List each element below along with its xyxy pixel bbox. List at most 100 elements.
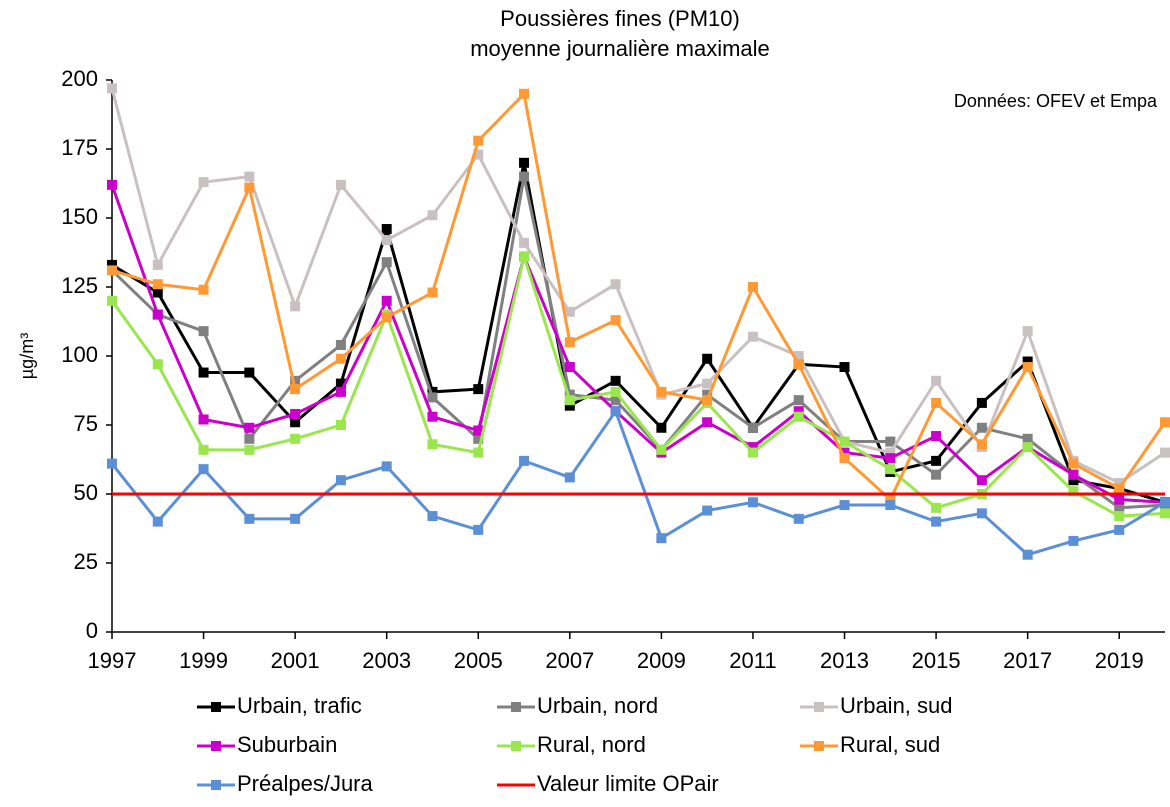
legend-label: Préalpes/Jura [237, 771, 374, 796]
legend-marker [511, 741, 521, 751]
data-point [335, 339, 346, 350]
y-tick-label: 150 [61, 204, 98, 229]
data-point [976, 475, 987, 486]
data-point [702, 395, 713, 406]
data-point [473, 384, 484, 395]
y-tick-label: 175 [61, 135, 98, 160]
legend-marker [814, 741, 824, 751]
data-point [564, 389, 575, 400]
data-point [1068, 458, 1079, 469]
data-point [885, 447, 896, 458]
data-point [335, 378, 346, 389]
data-point [381, 312, 392, 323]
data-point [152, 287, 163, 298]
data-point [702, 378, 713, 389]
data-point [1068, 535, 1079, 546]
data-point [1160, 447, 1170, 458]
x-tick-label: 1999 [179, 648, 228, 673]
data-point [290, 408, 301, 419]
data-point [610, 375, 621, 386]
series-line [111, 162, 1166, 504]
data-point [747, 422, 758, 433]
data-point [931, 516, 942, 527]
data-point [519, 88, 530, 99]
data-point [290, 513, 301, 524]
data-point [564, 472, 575, 483]
data-point [931, 455, 942, 466]
data-point [198, 367, 209, 378]
data-point [427, 392, 438, 403]
data-point [839, 453, 850, 464]
data-point [152, 259, 163, 270]
series-line [110, 87, 1166, 485]
chart-subtitle: moyenne journalière maximale [470, 36, 770, 61]
data-point [107, 265, 117, 276]
data-point [793, 411, 804, 422]
data-point [931, 502, 942, 513]
data-point [610, 279, 621, 290]
data-point [1114, 494, 1125, 505]
data-point [519, 171, 530, 182]
y-tick-label: 100 [61, 342, 98, 367]
data-point [244, 367, 255, 378]
data-point [1114, 511, 1125, 522]
data-point [747, 497, 758, 508]
data-point [793, 395, 804, 406]
x-tick-label: 2003 [362, 648, 411, 673]
data-point [427, 511, 438, 522]
data-point [290, 375, 301, 386]
x-tick-label: 2009 [637, 648, 686, 673]
legend-marker [211, 702, 221, 712]
data-point [152, 516, 163, 527]
data-point [1022, 362, 1033, 373]
data-point [931, 431, 942, 442]
data-point [244, 422, 255, 433]
data-point [1068, 486, 1079, 497]
data-point [702, 389, 713, 400]
data-point [793, 351, 804, 361]
x-tick-label: 2011 [729, 648, 776, 673]
data-point [564, 337, 575, 348]
data-point [747, 282, 758, 292]
data-point [519, 455, 530, 466]
data-point [519, 251, 530, 262]
data-point [427, 386, 438, 397]
data-point [335, 475, 346, 486]
y-tick-label: 200 [61, 66, 98, 91]
data-point [564, 395, 575, 406]
data-point [1160, 497, 1170, 508]
data-point [473, 447, 484, 458]
data-point [885, 436, 896, 447]
data-point [198, 326, 209, 337]
data-point [152, 279, 163, 290]
data-point [381, 461, 392, 472]
data-point [747, 331, 758, 342]
legend-label: Rural, sud [840, 732, 940, 757]
data-point [656, 444, 667, 455]
data-point [152, 359, 163, 370]
legend-label: Suburbain [237, 732, 337, 757]
legend-label: Rural, nord [537, 732, 646, 757]
data-point [244, 171, 255, 182]
data-point [473, 425, 484, 436]
data-point [1114, 502, 1125, 513]
data-point [931, 469, 942, 480]
x-tick-label: 2017 [1003, 648, 1052, 673]
data-point [610, 386, 621, 397]
x-tick-label: 2001 [271, 648, 320, 673]
data-point [976, 508, 987, 519]
y-axis-label: µg/m³ [17, 333, 37, 379]
data-point [1160, 508, 1170, 519]
data-point [564, 400, 575, 411]
data-point [839, 436, 850, 447]
data-point [335, 420, 346, 430]
legend-label: Valeur limite OPair [537, 771, 719, 796]
legend-marker [511, 702, 521, 712]
data-point [107, 83, 117, 94]
data-point [427, 439, 438, 450]
data-point [427, 210, 438, 221]
data-point [839, 500, 850, 511]
data-point [107, 259, 117, 270]
x-tick-label: 2015 [912, 648, 961, 673]
